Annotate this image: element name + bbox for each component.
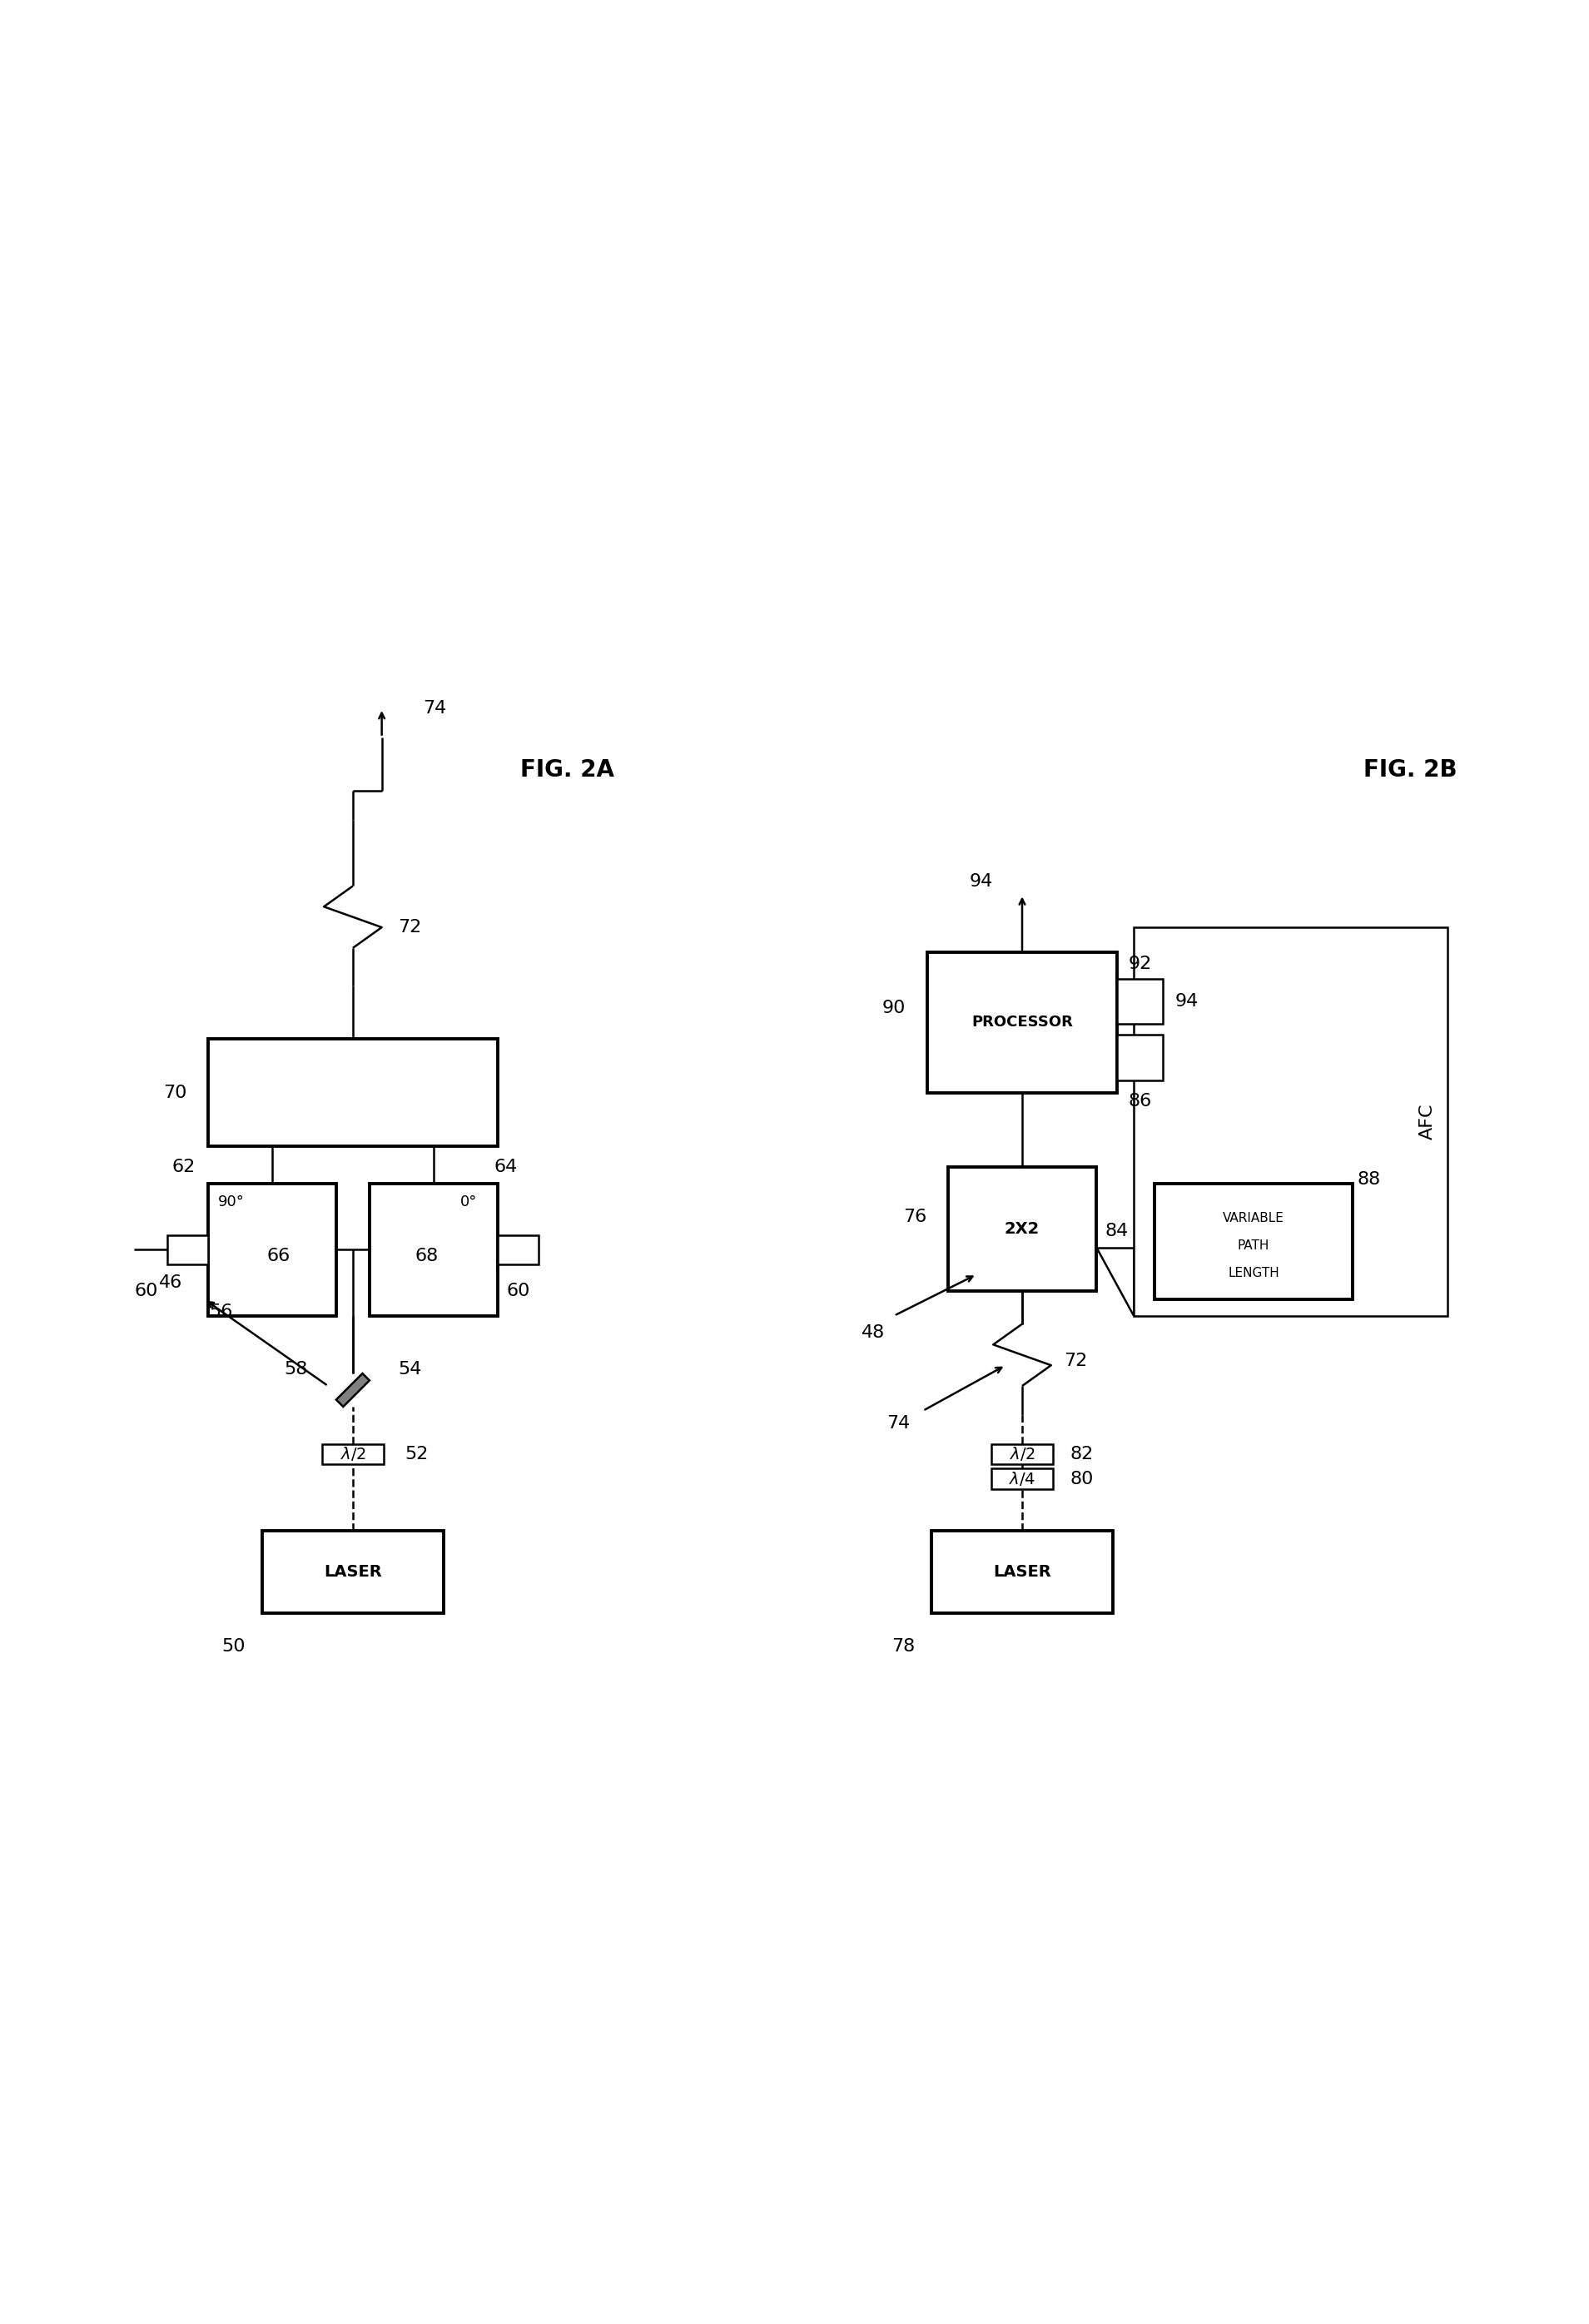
Text: $\lambda$/2: $\lambda$/2 xyxy=(340,1446,365,1462)
Text: 54: 54 xyxy=(399,1362,423,1378)
Text: 74: 74 xyxy=(423,700,447,716)
Text: FIG. 2A: FIG. 2A xyxy=(521,758,615,781)
Text: LASER: LASER xyxy=(324,1564,381,1580)
Text: 90°: 90° xyxy=(218,1195,245,1208)
Text: 92: 92 xyxy=(1128,955,1152,971)
Text: 60: 60 xyxy=(507,1283,529,1299)
Text: PROCESSOR: PROCESSOR xyxy=(971,1016,1073,1030)
Text: LASER: LASER xyxy=(993,1564,1052,1580)
Text: 90: 90 xyxy=(882,999,906,1016)
FancyBboxPatch shape xyxy=(167,1234,208,1264)
Text: VARIABLE: VARIABLE xyxy=(1224,1211,1284,1225)
FancyBboxPatch shape xyxy=(208,1039,497,1146)
FancyBboxPatch shape xyxy=(947,1167,1096,1290)
Text: 62: 62 xyxy=(172,1160,195,1176)
FancyBboxPatch shape xyxy=(1117,1034,1163,1081)
Text: 0°: 0° xyxy=(461,1195,477,1208)
Text: 94: 94 xyxy=(969,874,993,890)
Text: 72: 72 xyxy=(399,918,421,937)
Text: 66: 66 xyxy=(267,1248,291,1264)
Text: FIG. 2B: FIG. 2B xyxy=(1363,758,1457,781)
Bar xyxy=(337,1373,370,1406)
Text: 84: 84 xyxy=(1104,1222,1128,1239)
Text: 46: 46 xyxy=(159,1274,183,1290)
FancyBboxPatch shape xyxy=(1154,1183,1352,1299)
Text: $\lambda$/4: $\lambda$/4 xyxy=(1009,1471,1036,1487)
Text: 48: 48 xyxy=(861,1325,885,1341)
Text: LENGTH: LENGTH xyxy=(1228,1267,1279,1278)
FancyBboxPatch shape xyxy=(369,1183,497,1315)
Text: 50: 50 xyxy=(222,1638,245,1655)
Text: AFC: AFC xyxy=(1419,1104,1435,1139)
Text: 70: 70 xyxy=(164,1085,188,1102)
Text: 74: 74 xyxy=(887,1415,910,1432)
FancyBboxPatch shape xyxy=(931,1532,1112,1613)
Text: 88: 88 xyxy=(1357,1171,1381,1188)
Text: 76: 76 xyxy=(903,1208,926,1225)
FancyBboxPatch shape xyxy=(262,1532,443,1613)
Text: 2X2: 2X2 xyxy=(1004,1220,1039,1236)
FancyBboxPatch shape xyxy=(497,1234,539,1264)
Text: 78: 78 xyxy=(891,1638,915,1655)
Text: 64: 64 xyxy=(494,1160,518,1176)
Text: 82: 82 xyxy=(1069,1446,1093,1462)
Text: 58: 58 xyxy=(284,1362,307,1378)
Text: 56: 56 xyxy=(210,1304,234,1320)
FancyBboxPatch shape xyxy=(992,1443,1054,1464)
Text: 68: 68 xyxy=(415,1248,439,1264)
FancyBboxPatch shape xyxy=(992,1469,1054,1490)
FancyBboxPatch shape xyxy=(1133,927,1448,1315)
FancyBboxPatch shape xyxy=(208,1183,337,1315)
Text: 80: 80 xyxy=(1069,1471,1093,1487)
Text: 86: 86 xyxy=(1128,1092,1152,1109)
Text: 94: 94 xyxy=(1174,992,1198,1009)
Text: 52: 52 xyxy=(405,1446,427,1462)
Text: 72: 72 xyxy=(1063,1353,1087,1369)
Text: PATH: PATH xyxy=(1238,1239,1270,1253)
Text: $\lambda$/2: $\lambda$/2 xyxy=(1009,1446,1034,1462)
FancyBboxPatch shape xyxy=(926,953,1117,1092)
FancyBboxPatch shape xyxy=(323,1443,385,1464)
FancyBboxPatch shape xyxy=(1117,978,1163,1025)
Text: 60: 60 xyxy=(135,1283,157,1299)
